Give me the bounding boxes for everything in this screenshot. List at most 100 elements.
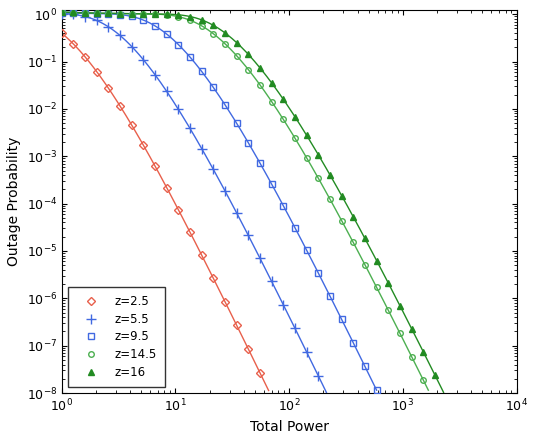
z=9.5 [303,247,310,253]
z=9.5 [152,23,158,29]
z=9.5 [94,11,100,16]
z=14.5 [373,285,380,290]
z=16 [94,11,100,16]
z=5.5 [315,373,322,378]
z=14.5 [303,155,310,161]
z=14.5 [58,10,65,15]
z=14.5 [280,117,287,122]
z=9.5 [257,161,263,166]
z=9.5 [117,12,123,17]
z=14.5 [198,23,205,29]
z=16 [280,97,287,102]
z=5.5 [128,44,135,49]
z=16 [339,193,345,198]
z=14.5 [397,331,403,336]
z=16 [315,152,322,157]
z=9.5 [175,42,181,47]
z=14.5 [70,10,77,15]
z=2.5 [233,323,240,328]
z=2.5 [187,230,193,235]
z=16 [327,172,333,177]
z=9.5 [350,340,356,345]
z=5.5 [117,33,123,38]
z=14.5 [327,196,333,202]
z=16 [198,17,205,22]
z=2.5 [128,123,135,128]
z=14.5 [117,11,123,16]
X-axis label: Total Power: Total Power [250,420,328,434]
z=2.5 [117,103,123,108]
z=5.5 [198,146,205,151]
z=9.5 [339,317,345,322]
z=14.5 [408,354,415,359]
z=9.5 [82,11,88,16]
z=5.5 [94,18,100,23]
z=5.5 [58,11,65,16]
z=2.5 [210,276,217,281]
Line: z=14.5: z=14.5 [59,9,426,383]
z=9.5 [245,140,251,146]
Legend: z=2.5, z=5.5, z=9.5, z=14.5, z=16: z=2.5, z=5.5, z=9.5, z=14.5, z=16 [67,287,165,387]
z=2.5 [164,185,170,190]
z=14.5 [82,10,88,15]
z=14.5 [269,99,275,104]
z=14.5 [257,82,263,87]
z=16 [397,303,403,308]
z=14.5 [315,176,322,181]
z=14.5 [233,53,240,58]
z=16 [140,11,147,16]
z=9.5 [362,364,368,369]
z=16 [233,40,240,45]
z=16 [257,65,263,71]
z=9.5 [105,11,112,16]
z=5.5 [280,302,287,307]
z=9.5 [70,11,77,16]
Line: z=16: z=16 [59,9,438,378]
z=2.5 [245,346,251,351]
z=16 [58,9,65,15]
z=16 [362,236,368,241]
z=2.5 [105,86,112,91]
z=16 [152,11,158,16]
z=14.5 [94,11,100,16]
z=5.5 [82,14,88,19]
z=2.5 [58,30,65,36]
z=5.5 [292,325,298,331]
z=16 [269,80,275,86]
Y-axis label: Outage Probability: Outage Probability [7,137,21,266]
z=2.5 [198,252,205,258]
z=14.5 [362,262,368,267]
z=5.5 [152,72,158,77]
Line: z=2.5: z=2.5 [59,30,263,376]
z=14.5 [187,18,193,23]
z=5.5 [222,188,228,194]
Line: z=5.5: z=5.5 [57,9,323,381]
z=9.5 [198,69,205,74]
z=5.5 [105,24,112,30]
z=16 [82,10,88,15]
z=9.5 [140,17,147,22]
z=5.5 [175,107,181,112]
z=2.5 [257,370,263,375]
z=2.5 [175,207,181,212]
z=16 [245,52,251,57]
z=14.5 [222,41,228,46]
z=2.5 [152,163,158,168]
z=16 [175,12,181,18]
z=14.5 [385,307,392,313]
z=2.5 [222,299,228,304]
z=14.5 [350,240,356,245]
z=16 [303,133,310,138]
z=16 [432,372,438,377]
z=9.5 [187,54,193,60]
z=14.5 [210,31,217,36]
z=9.5 [315,270,322,276]
z=16 [117,11,123,16]
z=9.5 [210,85,217,90]
z=5.5 [269,279,275,284]
z=9.5 [58,10,65,15]
z=16 [420,349,426,355]
z=16 [70,10,77,15]
z=5.5 [70,12,77,17]
z=14.5 [245,67,251,72]
